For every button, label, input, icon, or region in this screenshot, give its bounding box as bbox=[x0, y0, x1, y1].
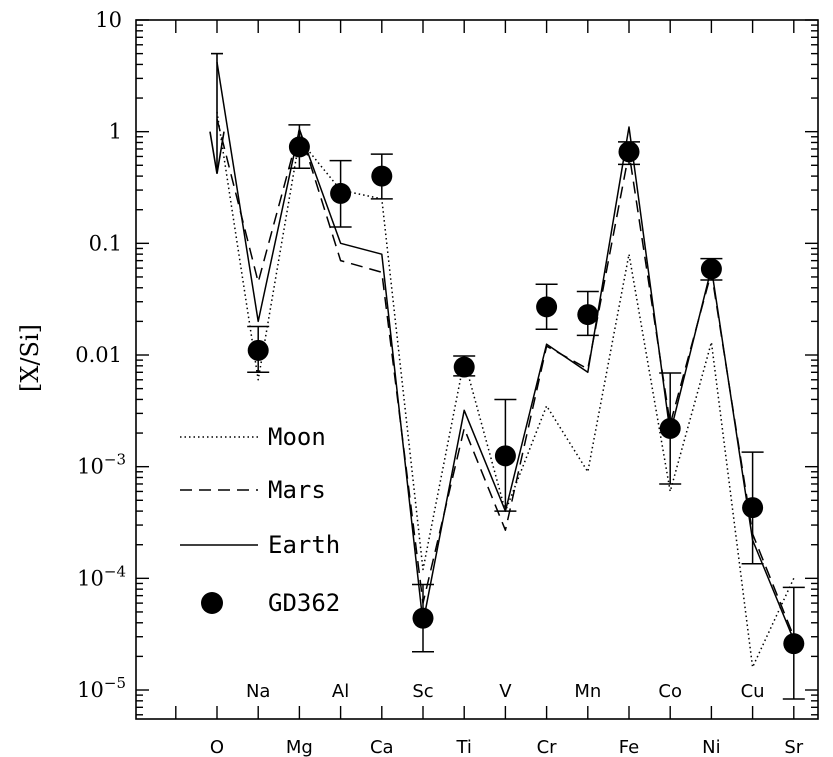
plot-axes bbox=[135, 19, 819, 720]
element-label-ca: Ca bbox=[370, 737, 394, 757]
gd362-point-ca bbox=[371, 165, 393, 187]
gd362-point-ni bbox=[700, 258, 722, 280]
element-label-al: Al bbox=[332, 681, 349, 702]
series-line-moon bbox=[216, 111, 795, 668]
gd362-point-sr bbox=[783, 633, 805, 655]
gd362-point-al bbox=[330, 182, 352, 204]
gd362-points bbox=[247, 124, 805, 700]
gd362-point-na bbox=[247, 339, 269, 361]
y-axis-label: [X/Si] bbox=[16, 324, 44, 392]
element-labels: O Na Mg Al Ca Sc Ti V Cr Mn Fe Co Ni Cu Sr bbox=[210, 681, 804, 757]
y-tick-label: 10−3 bbox=[77, 451, 126, 479]
gd362-point-co bbox=[659, 417, 681, 439]
element-label-sr: Sr bbox=[784, 737, 803, 757]
oxygen-upper-limit bbox=[209, 52, 225, 174]
element-label-cu: Cu bbox=[741, 681, 765, 702]
gd362-point-sc bbox=[412, 607, 434, 629]
gd362-point-fe bbox=[618, 141, 640, 163]
gd362-point-mn bbox=[577, 304, 599, 326]
legend-label-gd362: GD362 bbox=[268, 589, 340, 617]
gd362-point-v bbox=[494, 445, 516, 467]
element-label-mn: Mn bbox=[574, 681, 601, 702]
element-label-ti: Ti bbox=[455, 737, 471, 757]
legend-label-moon: Moon bbox=[268, 423, 326, 451]
y-tick-label: 1 bbox=[109, 120, 122, 144]
element-label-sc: Sc bbox=[412, 681, 433, 702]
legend: Moon Mars Earth GD362 bbox=[180, 423, 340, 617]
gd362-point-ti bbox=[453, 356, 475, 378]
element-label-ni: Ni bbox=[702, 737, 720, 757]
legend-label-earth: Earth bbox=[268, 531, 340, 559]
element-label-na: Na bbox=[246, 681, 271, 702]
element-label-v: V bbox=[499, 681, 512, 702]
y-tick-label: 10 bbox=[95, 8, 122, 32]
gd362-point-cu bbox=[742, 497, 764, 519]
series-line-mars bbox=[216, 118, 795, 637]
plot-frame bbox=[135, 19, 819, 720]
y-tick-label: 0.1 bbox=[89, 231, 122, 255]
y-tick-label: 10−4 bbox=[77, 562, 126, 590]
y-tick-label: 0.01 bbox=[75, 343, 122, 367]
gd362-point-cr bbox=[536, 296, 558, 318]
gd362-point-mg bbox=[288, 136, 310, 158]
element-label-cr: Cr bbox=[537, 737, 558, 757]
element-label-mg: Mg bbox=[286, 737, 313, 757]
y-tick-labels: 10 1 0.1 0.01 10−3 10−4 10−5 bbox=[75, 8, 126, 702]
upper-limit-arrowhead bbox=[209, 131, 225, 174]
element-label-o: O bbox=[210, 737, 224, 757]
element-label-fe: Fe bbox=[619, 737, 639, 757]
element-label-co: Co bbox=[658, 681, 682, 702]
legend-swatch-gd362 bbox=[201, 592, 223, 614]
legend-label-mars: Mars bbox=[268, 476, 326, 504]
y-tick-label: 10−5 bbox=[77, 674, 126, 702]
